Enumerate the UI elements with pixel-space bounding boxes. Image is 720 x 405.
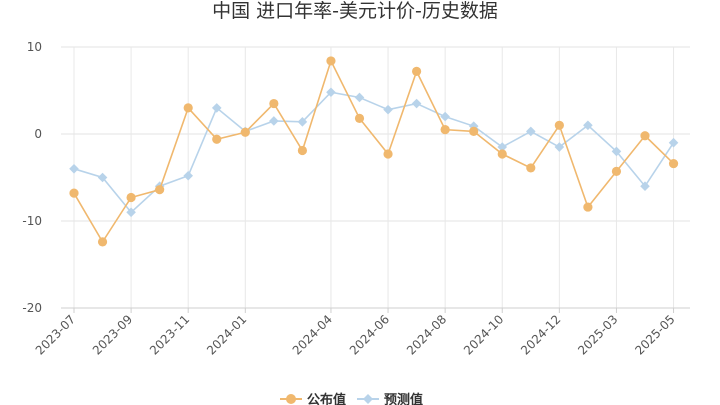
legend-label: 公布值 <box>307 392 346 405</box>
data-point[interactable] <box>211 103 222 113</box>
data-point[interactable] <box>554 142 565 152</box>
data-point[interactable] <box>69 164 79 174</box>
data-point[interactable] <box>640 131 650 141</box>
chart-title: 中国 进口年率-美元计价-历史数据 <box>212 0 498 22</box>
data-point[interactable] <box>126 192 136 203</box>
data-point[interactable] <box>155 185 165 195</box>
data-point[interactable] <box>440 111 450 122</box>
legend-label: 预测值 <box>384 392 423 405</box>
data-point[interactable] <box>526 126 536 137</box>
x-tick-label: 2024-08 <box>404 312 449 357</box>
x-tick-label: 2024-10 <box>461 312 506 357</box>
data-point[interactable] <box>326 56 336 66</box>
data-point[interactable] <box>97 237 108 247</box>
data-point[interactable] <box>640 181 650 191</box>
data-point[interactable] <box>240 127 250 137</box>
data-point[interactable] <box>269 98 279 109</box>
y-tick-label: 10 <box>27 40 42 54</box>
legend-marker <box>286 394 296 404</box>
x-tick-label: 2023-09 <box>90 312 135 357</box>
legend: 公布值 预测值 <box>280 392 423 405</box>
data-point[interactable] <box>354 113 365 123</box>
series-group <box>69 56 679 247</box>
series-published <box>69 56 679 247</box>
legend-marker <box>363 394 373 404</box>
data-point[interactable] <box>97 172 108 183</box>
data-point[interactable] <box>583 120 593 131</box>
data-point[interactable] <box>126 207 136 218</box>
data-point[interactable] <box>611 166 622 177</box>
data-point[interactable] <box>297 117 308 127</box>
y-axis-ticks: 10 0 -10 -20 <box>22 40 42 315</box>
data-point[interactable] <box>468 121 479 131</box>
data-point[interactable] <box>583 202 593 212</box>
data-point[interactable] <box>212 134 222 144</box>
data-point[interactable] <box>440 125 450 135</box>
series-forecast <box>69 87 679 218</box>
series-line <box>73 91 675 214</box>
data-point[interactable] <box>354 92 365 103</box>
data-point[interactable] <box>269 116 279 126</box>
data-point[interactable] <box>183 170 193 181</box>
x-axis: 2023-07 2023-09 2023-11 2024-01 2024-04 2024-… <box>33 307 690 358</box>
x-tick-label: 2025-03 <box>575 312 620 357</box>
y-tick-label: -20 <box>22 301 42 315</box>
data-point[interactable] <box>554 120 564 130</box>
x-tick-label: 2024-01 <box>204 312 249 357</box>
data-point[interactable] <box>497 142 508 152</box>
x-tick-label: 2023-07 <box>33 312 78 357</box>
x-tick-label: 2025-05 <box>632 312 677 357</box>
data-point[interactable] <box>526 163 536 173</box>
legend-item[interactable]: 公布值 <box>280 392 346 405</box>
data-point[interactable] <box>668 137 679 148</box>
data-point[interactable] <box>497 149 507 159</box>
x-tick-label: 2023-11 <box>147 312 192 357</box>
data-point[interactable] <box>668 158 679 169</box>
data-point[interactable] <box>297 145 307 156</box>
x-tick-label: 2024-06 <box>347 312 392 357</box>
y-tick-label: 0 <box>34 127 42 141</box>
data-point[interactable] <box>611 146 622 157</box>
legend-item[interactable]: 预测值 <box>357 392 423 405</box>
y-tick-label: -10 <box>22 214 42 228</box>
x-tick-label: 2024-04 <box>290 312 335 357</box>
x-tick-label: 2024-12 <box>518 312 563 357</box>
data-point[interactable] <box>183 103 193 113</box>
data-point[interactable] <box>469 126 479 136</box>
data-point[interactable] <box>383 149 393 159</box>
grid <box>61 46 690 309</box>
data-point[interactable] <box>69 188 79 198</box>
data-point[interactable] <box>383 104 393 115</box>
data-point[interactable] <box>412 66 422 76</box>
data-point[interactable] <box>411 98 422 109</box>
series-line <box>73 58 675 244</box>
data-point[interactable] <box>326 87 336 98</box>
